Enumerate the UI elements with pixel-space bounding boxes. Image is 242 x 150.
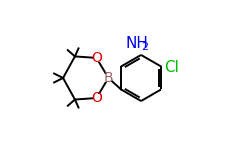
FancyBboxPatch shape: [93, 94, 100, 102]
Text: B: B: [104, 71, 113, 85]
Text: O: O: [91, 91, 102, 105]
Text: Cl: Cl: [164, 60, 179, 75]
Text: NH: NH: [126, 36, 149, 51]
FancyBboxPatch shape: [93, 53, 100, 62]
FancyBboxPatch shape: [166, 62, 177, 73]
Text: 2: 2: [141, 42, 148, 52]
FancyBboxPatch shape: [106, 74, 111, 82]
Text: O: O: [91, 51, 102, 65]
FancyBboxPatch shape: [130, 39, 146, 50]
